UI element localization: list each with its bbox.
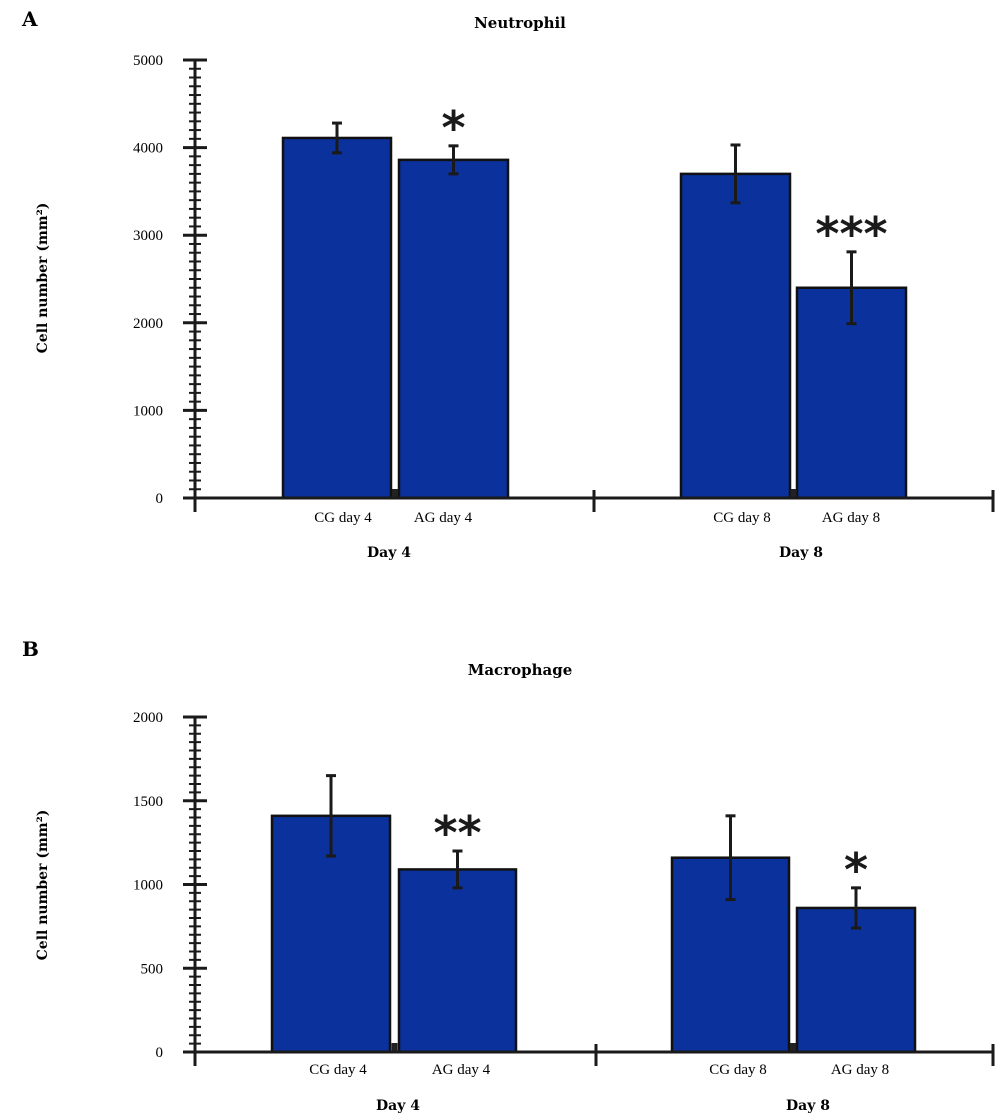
x-group-label: Day 8 (779, 545, 823, 561)
significance-marker: * (441, 101, 465, 155)
bar-gap-mark (391, 1043, 398, 1052)
error-bar (448, 144, 459, 176)
x-tick-label: AG day 8 (831, 1062, 889, 1078)
x-tick-label: AG day 4 (414, 510, 473, 526)
y-tick-label: 1000 (133, 878, 163, 894)
chart-title: Neutrophil (474, 14, 566, 32)
x-tick-label: CG day 4 (314, 510, 372, 526)
bar-gap-mark (392, 489, 398, 498)
error-bar (851, 886, 861, 930)
y-tick-label: 3000 (133, 228, 163, 244)
significance-marker: *** (815, 207, 887, 261)
y-tick-label: 1500 (133, 794, 163, 810)
x-group-label: Day 4 (376, 1098, 420, 1114)
panel-a: A Neutrophil Cell number (mm²) CG day 4 * AG … (21, 7, 995, 561)
error-bar (326, 774, 336, 858)
y-tick-label: 4000 (133, 141, 163, 157)
y-tick-label: 500 (141, 961, 164, 977)
error-bar (332, 121, 342, 155)
error-bar (730, 143, 741, 205)
error-bar (452, 849, 463, 890)
panel-label: B (22, 637, 39, 661)
x-tick-label: AG day 4 (432, 1062, 491, 1078)
y-tick-label: 1000 (133, 403, 163, 419)
y-tick-label: 0 (156, 491, 164, 507)
x-tick-label: AG day 8 (822, 510, 880, 526)
x-group-label: Day 8 (786, 1098, 830, 1114)
y-axis-label: Cell number (mm²) (35, 810, 51, 961)
x-tick-label: CG day 8 (713, 510, 771, 526)
bar (397, 868, 518, 1054)
x-tick-label: CG day 4 (309, 1062, 367, 1078)
bar (679, 172, 792, 500)
bar (397, 158, 510, 500)
chart-title: Macrophage (468, 661, 573, 679)
x-tick-label: CG day 8 (709, 1062, 767, 1078)
bar (281, 136, 393, 500)
error-bar (846, 250, 857, 326)
y-axis-label: Cell number (mm²) (35, 203, 51, 354)
y-tick-label: 5000 (133, 53, 163, 69)
bar-gap-mark (790, 1043, 796, 1052)
panel-label: A (21, 7, 38, 31)
panel-b: B Macrophage Cell number (mm²) CG day 4 ** AG… (22, 637, 995, 1114)
error-bar (725, 814, 736, 902)
bar-gap-mark (790, 489, 797, 498)
bar (795, 906, 917, 1054)
significance-marker: ** (433, 806, 481, 860)
significance-marker: * (844, 843, 868, 897)
y-tick-label: 2000 (133, 710, 163, 726)
x-group-label: Day 4 (367, 545, 411, 561)
y-tick-label: 2000 (133, 316, 163, 332)
y-tick-label: 0 (156, 1045, 164, 1061)
